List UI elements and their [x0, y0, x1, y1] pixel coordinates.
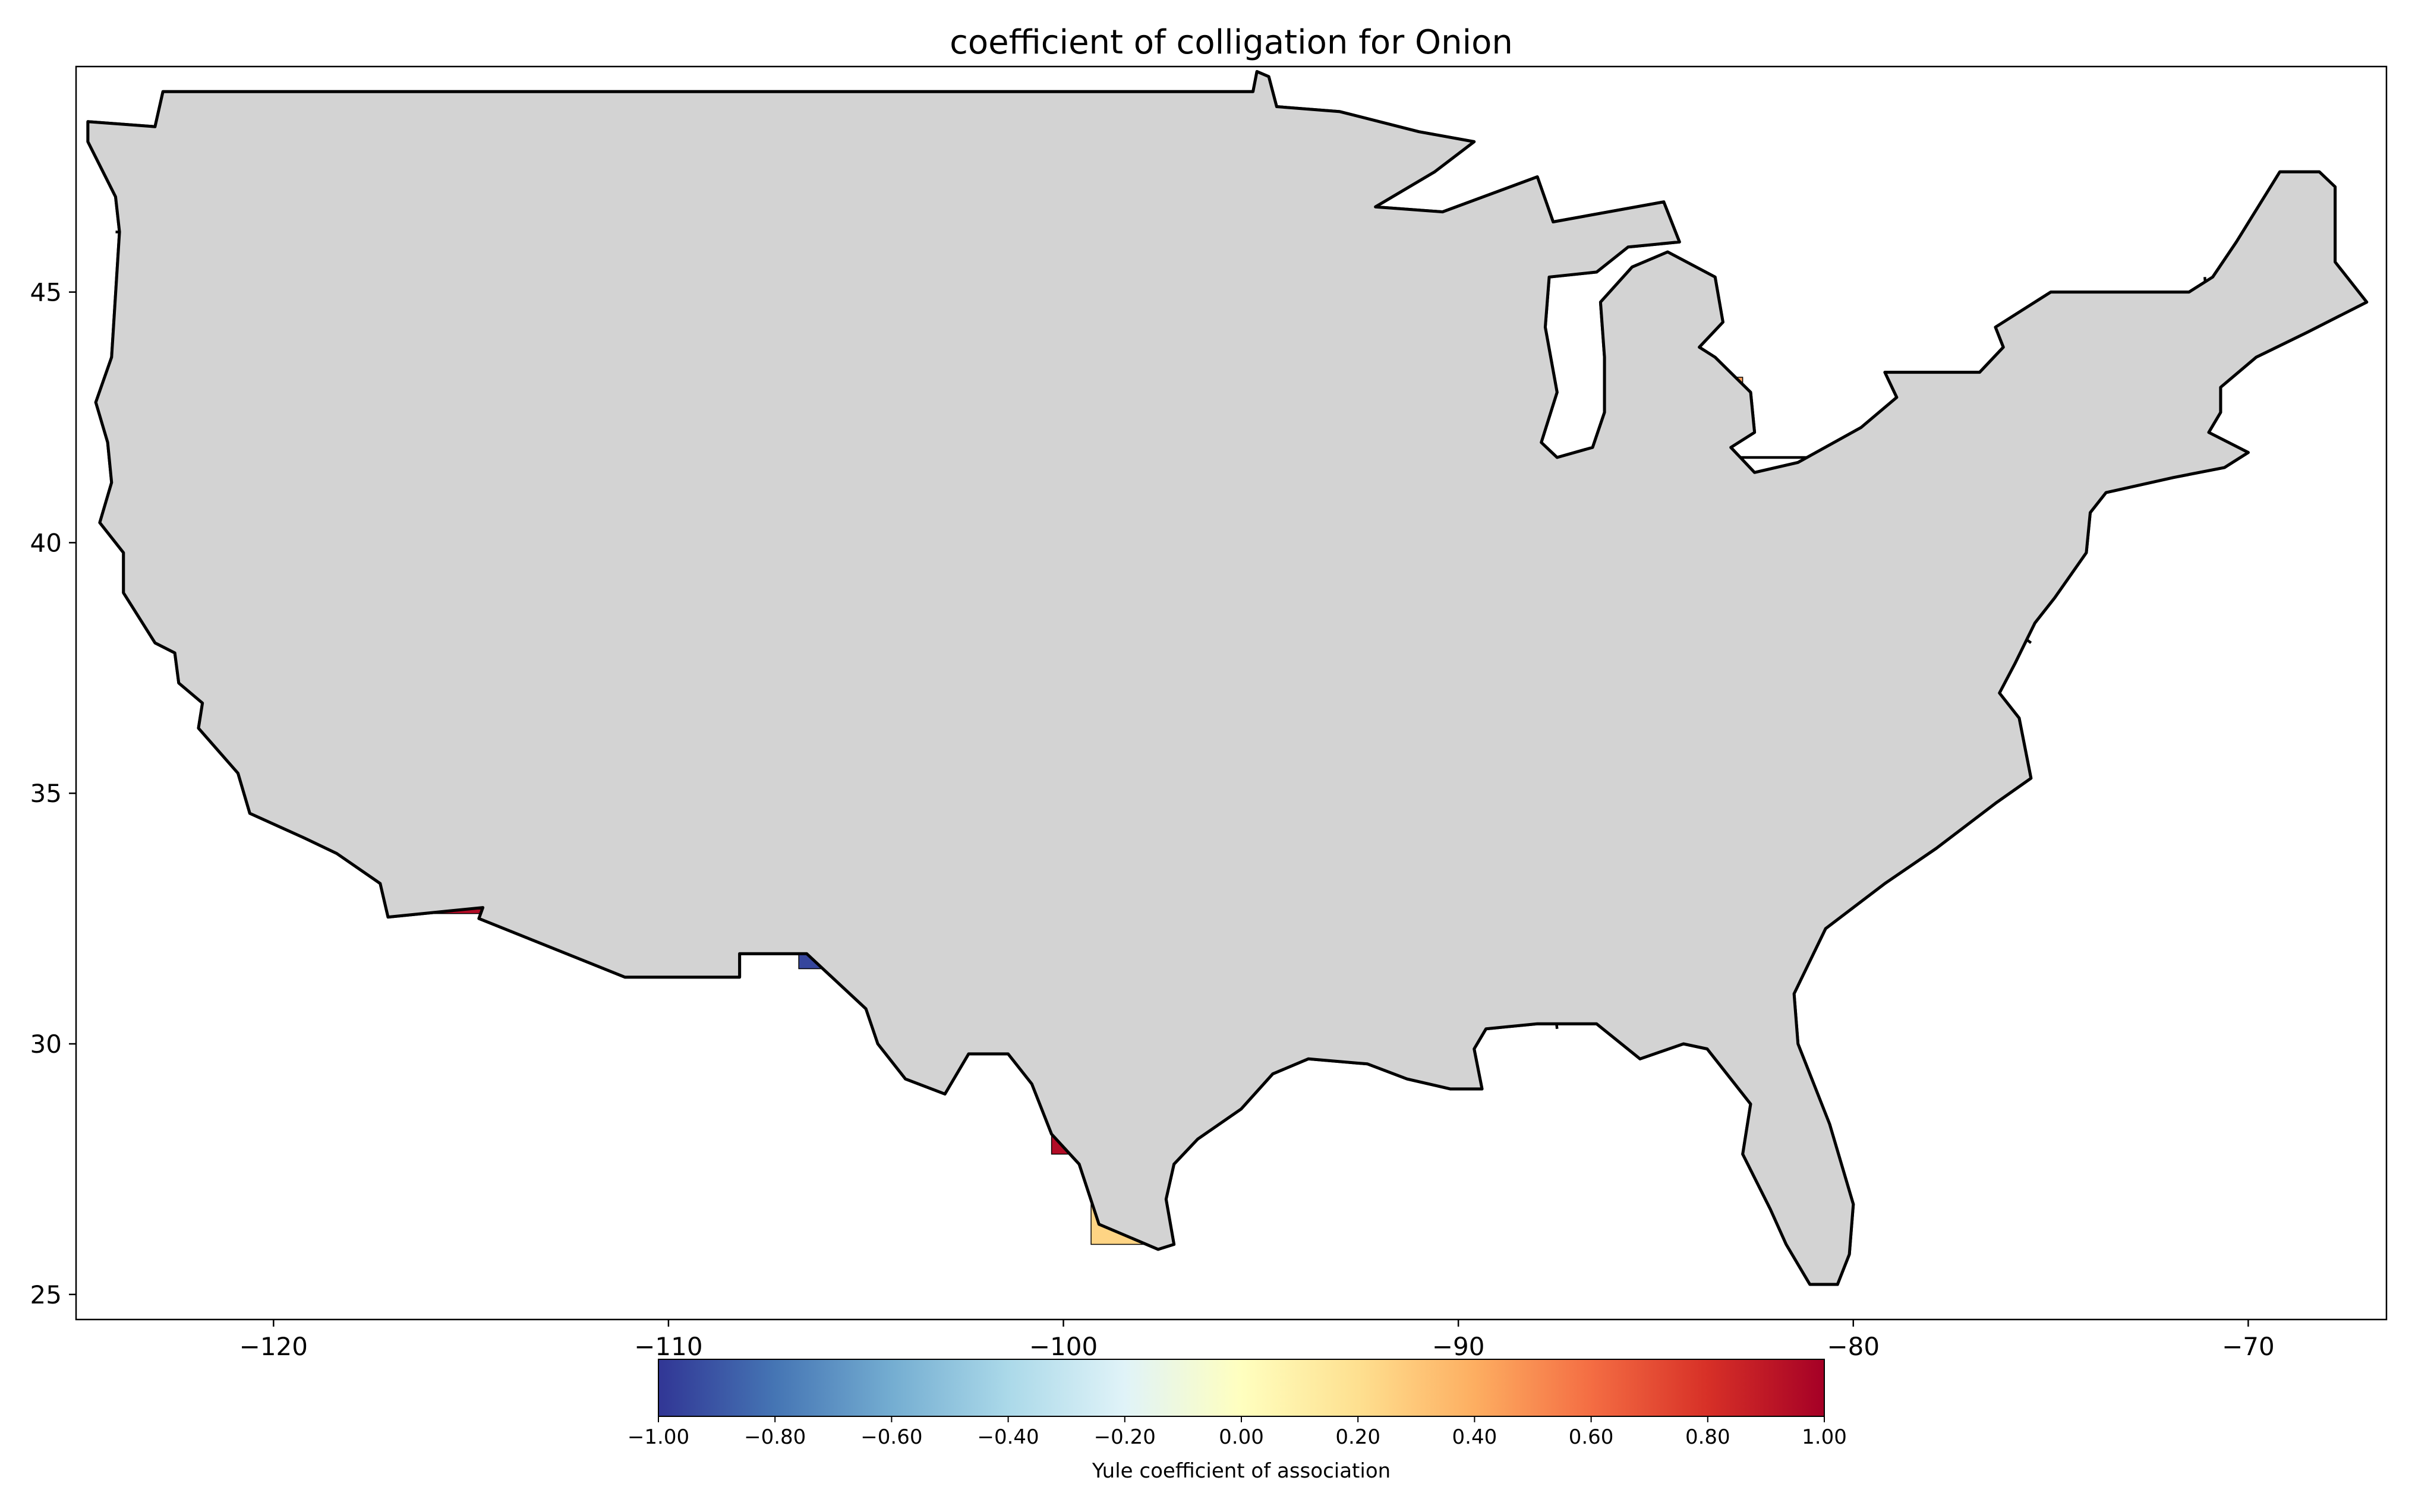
colorbar-tick-label: 0.40 [1452, 1425, 1497, 1449]
y-tick-label: 25 [30, 1280, 62, 1309]
x-tick-label: −100 [1029, 1332, 1098, 1361]
y-tick-label: 45 [30, 278, 62, 307]
colorbar: −1.00 −0.80 −0.60 −0.40 −0.20 0.00 0.20 0.40 0.6… [628, 1359, 1847, 1483]
colorbar-tick-label: 0.20 [1335, 1425, 1380, 1449]
y-axis: 25 30 35 40 45 [30, 278, 76, 1309]
x-tick-label: −90 [1432, 1332, 1485, 1361]
plot-frame [75, 65, 2388, 1321]
x-tick-label: −110 [634, 1332, 702, 1361]
colorbar-ticks: −1.00 −0.80 −0.60 −0.40 −0.20 0.00 0.20 0.40 0.6… [628, 1416, 1847, 1449]
map-title: coefficient of colligation for Onion [950, 23, 1513, 62]
colorbar-tick-label: −0.20 [1094, 1425, 1156, 1449]
y-tick-label: 40 [30, 528, 62, 557]
colorbar-label: Yule coefficient of association [1092, 1459, 1391, 1483]
colorbar-tick-label: −0.80 [744, 1425, 806, 1449]
x-axis: −120 −110 −100 −90 −80 −70 [239, 1320, 2275, 1361]
x-tick-label: −80 [1827, 1332, 1880, 1361]
x-tick-label: −70 [2222, 1332, 2275, 1361]
colorbar-tick-label: −1.00 [628, 1425, 689, 1449]
colorbar-tick-label: 0.80 [1685, 1425, 1730, 1449]
y-tick-label: 35 [30, 779, 62, 808]
colorbar-gradient [658, 1359, 1825, 1417]
colorbar-tick-label: −0.60 [860, 1425, 922, 1449]
colorbar-tick-label: 0.00 [1219, 1425, 1264, 1449]
colorbar-tick-label: −0.40 [977, 1425, 1039, 1449]
x-tick-label: −120 [239, 1332, 308, 1361]
plot-area [75, 65, 2388, 1321]
colorbar-tick-label: 0.60 [1569, 1425, 1614, 1449]
colorbar-tick-label: 1.00 [1802, 1425, 1847, 1449]
y-tick-label: 30 [30, 1030, 62, 1059]
